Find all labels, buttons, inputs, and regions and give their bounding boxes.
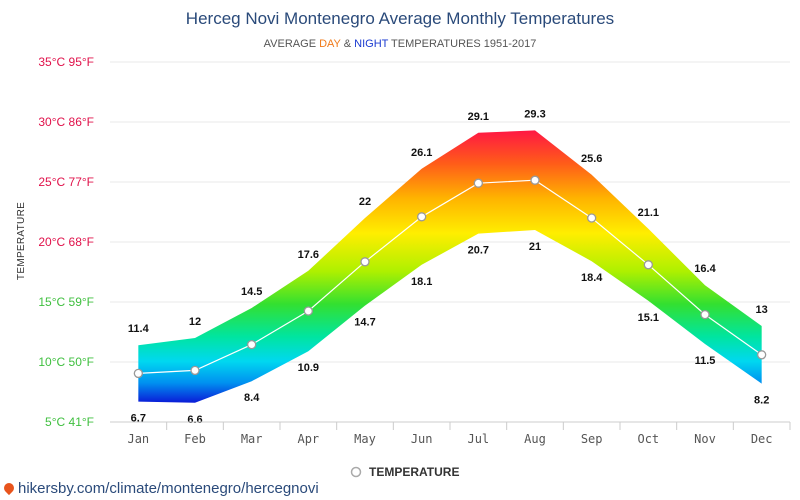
night-value-label: 10.9	[298, 362, 319, 374]
x-tick-label: Mar	[241, 432, 263, 446]
x-tick-label: Apr	[297, 432, 319, 446]
day-value-label: 16.4	[694, 263, 716, 275]
night-value-label: 6.7	[131, 413, 146, 425]
y-tick-label: 10°C 50°F	[38, 355, 94, 369]
x-tick-label: Jun	[411, 432, 433, 446]
location-pin-icon	[1, 480, 17, 496]
y-tick-label: 5°C 41°F	[45, 415, 94, 429]
x-tick-label: Nov	[694, 432, 716, 446]
x-tick-label: Feb	[184, 432, 206, 446]
day-value-labels: 11.4 12 14.5 17.6 22 26.1 29.1 29.3 25.6 21.1 16.4…	[128, 108, 768, 335]
temperature-range-band	[138, 130, 762, 403]
day-value-label: 29.3	[524, 108, 545, 120]
average-point[interactable]	[530, 175, 540, 185]
subtitle-prefix: AVERAGE	[264, 38, 319, 50]
average-point[interactable]	[700, 309, 710, 320]
x-tick-label: Oct	[637, 432, 659, 446]
x-tick-label: Jul	[467, 432, 489, 446]
average-point[interactable]	[247, 339, 257, 350]
night-value-label: 20.7	[468, 245, 489, 257]
subtitle-suffix: TEMPERATURES 1951-2017	[388, 38, 536, 50]
day-value-label: 25.6	[581, 153, 602, 165]
y-axis-label: TEMPERATURE	[16, 202, 27, 280]
x-tick-label: Jan	[127, 432, 149, 446]
subtitle-mid: &	[341, 38, 354, 50]
y-tick-label: 25°C 77°F	[38, 175, 94, 189]
legend-marker-icon	[350, 466, 362, 478]
legend-label: TEMPERATURE	[369, 465, 459, 479]
night-value-label: 18.4	[581, 272, 603, 284]
day-value-label: 14.5	[241, 286, 262, 298]
day-value-label: 22	[359, 196, 371, 208]
average-temperature-line	[138, 179, 763, 374]
night-value-label: 18.1	[411, 276, 432, 288]
night-value-label: 14.7	[354, 317, 375, 329]
average-point[interactable]	[303, 306, 313, 316]
average-points	[133, 175, 767, 379]
night-value-label: 11.5	[695, 355, 716, 367]
x-tick-label: Sep	[581, 432, 603, 446]
average-point[interactable]	[643, 260, 653, 270]
night-value-label: 21	[529, 241, 541, 253]
average-point[interactable]	[360, 257, 370, 267]
day-value-label: 26.1	[411, 147, 432, 159]
source-text: hikersby.com/climate/montenegro/hercegno…	[18, 480, 319, 497]
night-value-label: 6.6	[187, 414, 202, 426]
x-tick-label: May	[354, 432, 376, 446]
y-axis-ticks: 35°C 95°F 30°C 86°F 25°C 77°F 20°C 68°F 15°C…	[38, 55, 94, 429]
chart-subtitle: AVERAGE DAY & NIGHT TEMPERATURES 1951-20…	[264, 38, 537, 50]
x-tick-label: Aug	[524, 432, 546, 446]
y-tick-label: 15°C 59°F	[38, 295, 94, 309]
x-tick-label: Dec	[751, 432, 773, 446]
y-tick-label: 30°C 86°F	[38, 115, 94, 129]
chart-title: Herceg Novi Montenegro Average Monthly T…	[186, 9, 614, 28]
legend[interactable]: TEMPERATURE	[350, 465, 460, 479]
subtitle-day: DAY	[319, 38, 341, 50]
source-link[interactable]: hikersby.com/climate/montenegro/hercegno…	[1, 480, 319, 497]
day-value-label: 21.1	[638, 207, 659, 219]
average-point[interactable]	[190, 365, 200, 376]
day-value-label: 29.1	[468, 111, 489, 123]
day-value-label: 11.4	[128, 323, 150, 335]
average-point[interactable]	[133, 368, 143, 379]
y-tick-label: 20°C 68°F	[38, 235, 94, 249]
day-value-label: 17.6	[298, 249, 319, 261]
day-value-label: 12	[189, 316, 201, 328]
subtitle-night: NIGHT	[354, 38, 389, 50]
average-point[interactable]	[587, 213, 597, 223]
night-value-label: 15.1	[638, 312, 659, 324]
night-value-labels: 6.7 6.6 8.4 10.9 14.7 18.1 20.7 21 18.4 15.1 11.5 8…	[131, 241, 770, 426]
x-axis-ticks: Jan Feb Mar Apr May Jun Jul Aug Sep Oct Nov Dec	[127, 422, 791, 446]
average-point[interactable]	[417, 212, 427, 222]
y-tick-label: 35°C 95°F	[38, 55, 94, 69]
day-value-label: 13	[756, 304, 768, 316]
night-value-label: 8.4	[244, 392, 260, 404]
night-value-label: 8.2	[754, 395, 769, 407]
average-point[interactable]	[757, 350, 767, 360]
average-point[interactable]	[473, 178, 483, 188]
